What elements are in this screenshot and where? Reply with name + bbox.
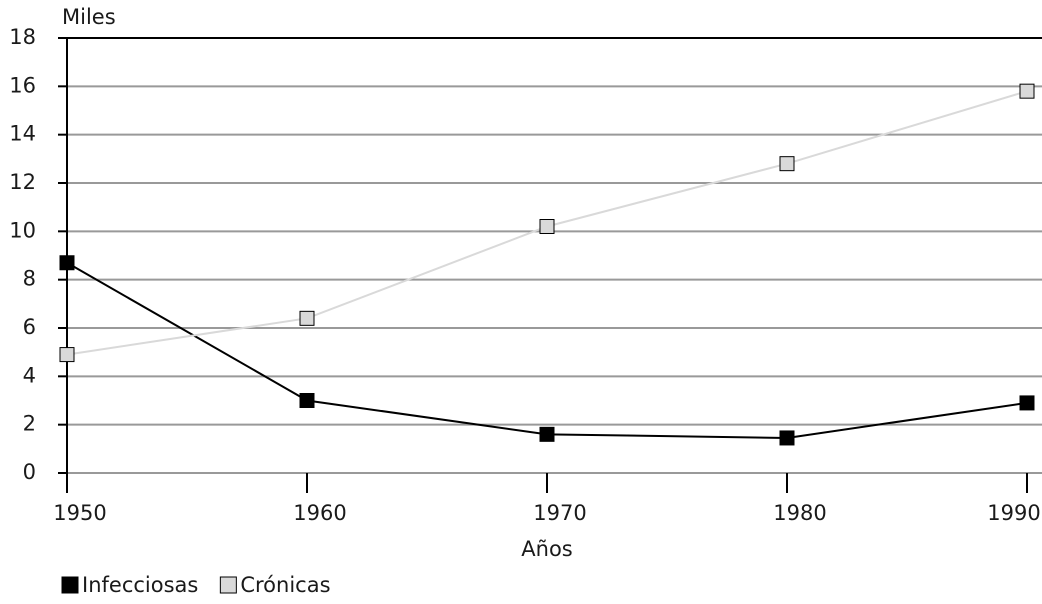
y-tick-label: 18 <box>9 25 36 49</box>
y-tick-label: 16 <box>9 73 36 97</box>
y-tick-label: 8 <box>23 267 36 291</box>
x-axis-label: Años <box>521 537 572 561</box>
legend-label: Infecciosas <box>82 573 198 597</box>
y-tick-label: 0 <box>23 460 36 484</box>
x-tick-label: 1950 <box>53 501 106 525</box>
y-tick-label: 6 <box>23 315 36 339</box>
point-marker <box>59 255 75 271</box>
point-marker <box>779 156 795 172</box>
point-marker <box>299 310 315 326</box>
x-tick-label: 1980 <box>773 501 826 525</box>
x-tick-label: 1960 <box>293 501 346 525</box>
legend-swatch <box>219 576 237 594</box>
point-marker <box>779 430 795 446</box>
point-marker <box>299 393 315 408</box>
series-line <box>66 261 1028 439</box>
point-marker <box>59 347 75 363</box>
point-marker <box>539 219 555 234</box>
y-axis-label: Miles <box>62 5 116 29</box>
point-marker <box>1019 395 1035 411</box>
legend-swatch <box>61 576 79 594</box>
point-marker <box>1019 83 1035 99</box>
legend-label: Crónicas <box>240 573 330 597</box>
y-tick-label: 10 <box>9 218 36 242</box>
y-tick-label: 2 <box>23 412 36 436</box>
x-tick-label: 1970 <box>533 501 586 525</box>
x-tick-label: 1990 <box>987 501 1040 525</box>
y-tick-label: 14 <box>9 122 36 146</box>
y-tick-label: 4 <box>23 363 36 387</box>
point-marker <box>539 426 555 442</box>
y-tick-label: 12 <box>9 170 36 194</box>
